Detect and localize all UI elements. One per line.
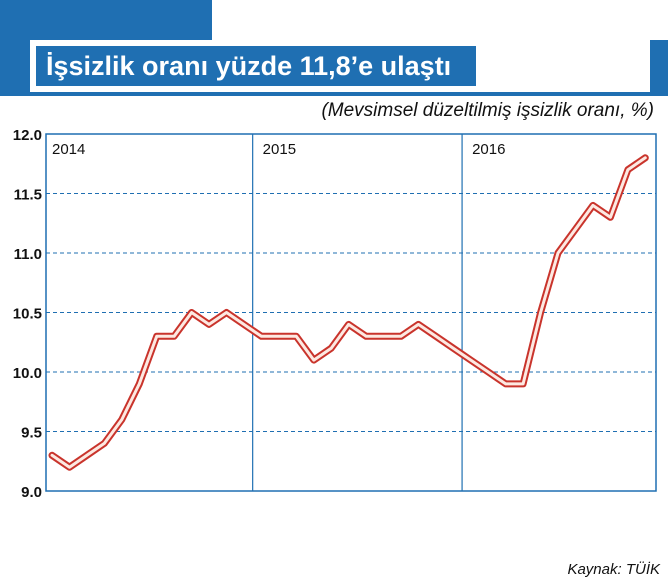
- data-point: [469, 358, 472, 362]
- x-tick-label: Şubat: [63, 495, 77, 528]
- x-tick-label: Kasım: [429, 495, 443, 531]
- y-tick-label: 11.5: [14, 187, 42, 204]
- x-tick-label: Eylül: [185, 495, 199, 524]
- header-white-panel: [212, 0, 668, 40]
- x-tick-label: Ağustos: [167, 495, 181, 543]
- data-point: [295, 335, 298, 338]
- source-box: [540, 552, 664, 578]
- x-tick-label: Şubat: [272, 495, 286, 528]
- x-tick-label: Ağustos: [377, 495, 391, 543]
- x-tick-label: Temmuz: [150, 495, 164, 543]
- x-tick-label: Eylül: [603, 495, 617, 524]
- x-tick-label: Haziran: [342, 495, 356, 538]
- data-point: [609, 216, 612, 219]
- data-point: [190, 311, 193, 314]
- x-tick-label: Ekim: [202, 495, 216, 524]
- x-tick-label: Ocak: [45, 495, 59, 525]
- data-point: [225, 311, 228, 314]
- data-point: [644, 156, 647, 159]
- x-tick-label: Ağustos: [586, 495, 600, 543]
- data-point: [382, 335, 385, 338]
- x-tick-label: Kasım: [220, 495, 234, 531]
- x-tick-label: Mart: [289, 495, 303, 520]
- x-tick-label: Nisan: [97, 495, 111, 528]
- year-label-2015: 2015: [263, 141, 296, 158]
- data-point: [155, 335, 158, 338]
- year-label-2016: 2016: [472, 141, 505, 158]
- x-tick-label: Mart: [499, 495, 513, 520]
- data-point: [138, 382, 141, 386]
- chart-title: İşsizlik oranı yüzde 11,8’e ulaştı: [36, 46, 476, 86]
- data-point: [399, 335, 403, 338]
- data-point: [312, 358, 315, 362]
- y-tick-label: 12.0: [13, 127, 42, 144]
- x-tick-label: Temmuz: [359, 495, 373, 543]
- x-tick-label: Mayıs: [534, 495, 548, 529]
- x-tick-label: Ocak: [254, 495, 268, 525]
- y-tick-label: 10.0: [13, 365, 42, 382]
- x-tick-label: Haziran: [132, 495, 146, 538]
- data-point: [260, 335, 263, 338]
- data-point: [556, 251, 560, 255]
- x-tick-label: Nisan: [516, 495, 530, 528]
- data-point: [591, 204, 595, 207]
- data-point: [417, 323, 420, 326]
- x-tick-label: Şubat: [481, 495, 495, 528]
- data-point: [68, 466, 71, 469]
- x-tick-label: Eylül: [394, 495, 408, 524]
- data-point: [172, 335, 176, 338]
- x-tick-label: Haziran: [551, 495, 565, 538]
- year-label-2014: 2014: [52, 141, 85, 158]
- chart-subtitle: (Mevsimsel düzeltilmiş işsizlik oranı, %…: [321, 100, 654, 121]
- data-point: [626, 168, 630, 171]
- data-point: [242, 323, 246, 326]
- data-point: [207, 323, 211, 326]
- data-point: [364, 335, 368, 338]
- x-tick-label: Nisan: [307, 495, 321, 528]
- data-point: [521, 382, 525, 386]
- x-tick-label: Temmuz: [569, 495, 583, 543]
- data-point: [120, 418, 124, 421]
- data-point: [487, 370, 490, 374]
- data-point: [103, 442, 106, 445]
- x-tick-label: Ocak: [464, 495, 478, 525]
- y-tick-label: 11.0: [14, 246, 42, 263]
- data-point: [504, 382, 507, 386]
- data-point: [50, 454, 54, 457]
- x-tick-label: Mayıs: [324, 495, 338, 529]
- x-tick-label: Aralık: [446, 495, 460, 529]
- y-axis-band: [0, 134, 46, 491]
- x-tick-label: Mart: [80, 495, 94, 520]
- data-point: [539, 311, 542, 314]
- data-point: [277, 335, 281, 338]
- x-tick-label: Ekim: [411, 495, 425, 524]
- data-point: [574, 228, 577, 231]
- data-point: [85, 454, 89, 457]
- x-tick-label: Ekim: [621, 495, 635, 524]
- y-tick-label: 9.5: [21, 425, 42, 442]
- data-point: [452, 347, 455, 350]
- data-point: [434, 335, 438, 338]
- x-tick-label: Aralık: [237, 495, 251, 529]
- data-point: [347, 323, 350, 326]
- y-tick-label: 9.0: [21, 484, 42, 501]
- x-tick-label: Mayıs: [115, 495, 129, 529]
- y-tick-label: 10.5: [13, 306, 42, 323]
- data-point: [330, 347, 333, 350]
- x-tick-label: Kasım: [638, 495, 652, 531]
- source-note: Kaynak: TÜİK: [567, 561, 660, 578]
